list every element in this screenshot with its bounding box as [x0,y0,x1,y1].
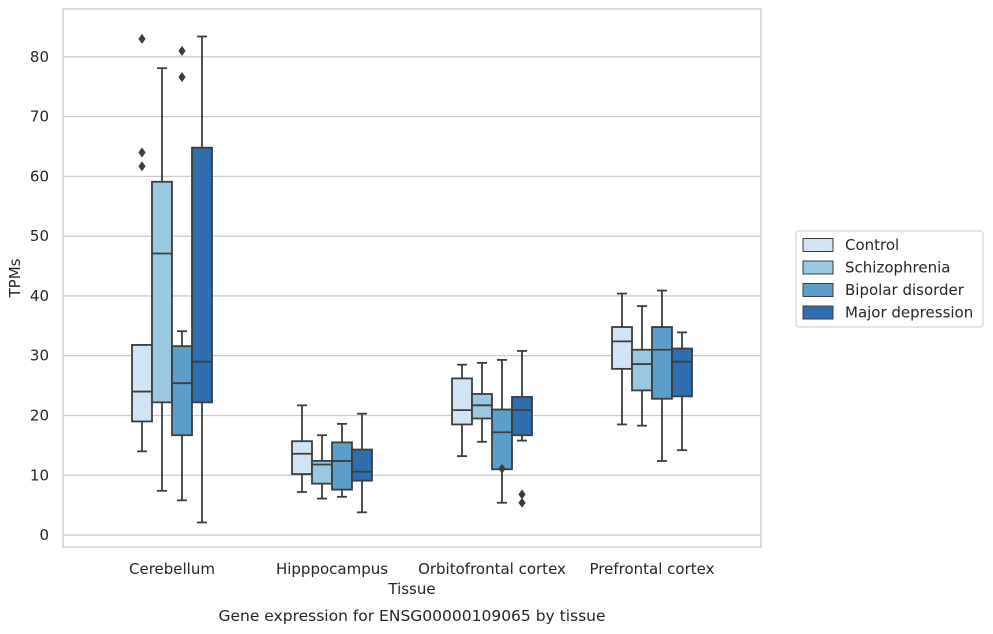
outlier-point [178,72,186,83]
boxes [131,33,693,524]
box-schizophrenia [471,361,493,443]
box-major-depression [191,35,213,524]
y-tick-label: 60 [30,167,49,185]
box-major-depression [351,412,373,514]
box-schizophrenia [151,67,173,492]
box-control [131,344,153,453]
box-body [151,180,173,404]
legend-label: Schizophrenia [845,259,950,277]
box-body [631,348,653,392]
legend-frame [795,230,984,328]
box-major-depression [511,350,533,508]
outliers-control [138,33,146,172]
box-body [651,326,673,400]
outlier-point [178,45,186,56]
box-body [171,345,193,437]
legend: Control Schizophrenia Bipolar disorder Majo… [795,230,984,328]
x-tick-labels: Cerebellum Hipppocampus Orbitofrontal cort… [129,560,715,578]
y-tick-label: 0 [39,526,49,544]
box-control [291,404,313,493]
x-tick-label: Prefrontal cortex [590,560,715,578]
outlier-point [138,147,146,158]
box-body [491,408,513,471]
y-tick-labels: 0 10 20 30 40 50 60 70 80 [30,48,49,544]
gridlines [63,56,761,536]
x-tick-label: Hipppocampus [276,560,388,578]
legend-label: Major depression [845,304,973,322]
box-major-depression [671,331,693,452]
y-tick-label: 70 [30,108,49,126]
y-tick-label: 10 [30,466,49,484]
y-tick-label: 50 [30,227,49,245]
legend-swatch [802,283,834,297]
box-body [351,448,373,482]
box-bipolar-disorder [651,289,673,462]
box-body [671,347,693,398]
legend-label: Bipolar disorder [845,281,965,299]
x-axis-label: Tissue [387,580,435,598]
box-body [331,441,353,491]
legend-swatch [802,305,834,320]
box-schizophrenia [311,434,333,500]
outlier-point [518,489,526,500]
chart-caption: Gene expression for ENSG00000109065 by t… [218,607,605,625]
x-tick-label: Cerebellum [129,560,215,578]
box-bipolar-disorder [171,45,193,502]
x-tick-label: Orbitofrontal cortex [418,560,566,578]
box-body [451,377,473,426]
outlier-point [138,33,146,44]
box-body [191,146,213,404]
box-body [131,344,153,423]
y-tick-label: 80 [30,48,49,66]
box-body [611,326,633,370]
outlier-point [138,161,146,172]
box-body [291,440,313,475]
legend-swatch [802,260,834,275]
plot-area [62,8,762,548]
y-axis-label: TPMs [6,258,24,298]
y-tick-label: 20 [30,406,49,424]
box-control [451,363,473,458]
box-body [511,396,533,437]
legend-swatch [802,238,834,252]
box-bipolar-disorder [331,422,353,498]
y-tick-label: 40 [30,287,49,305]
outlier-point [498,463,506,474]
box-control [611,292,633,426]
outlier-point [518,497,526,508]
y-tick-label: 30 [30,347,49,365]
legend-label: Control [845,236,899,254]
box-bipolar-disorder [491,358,513,504]
